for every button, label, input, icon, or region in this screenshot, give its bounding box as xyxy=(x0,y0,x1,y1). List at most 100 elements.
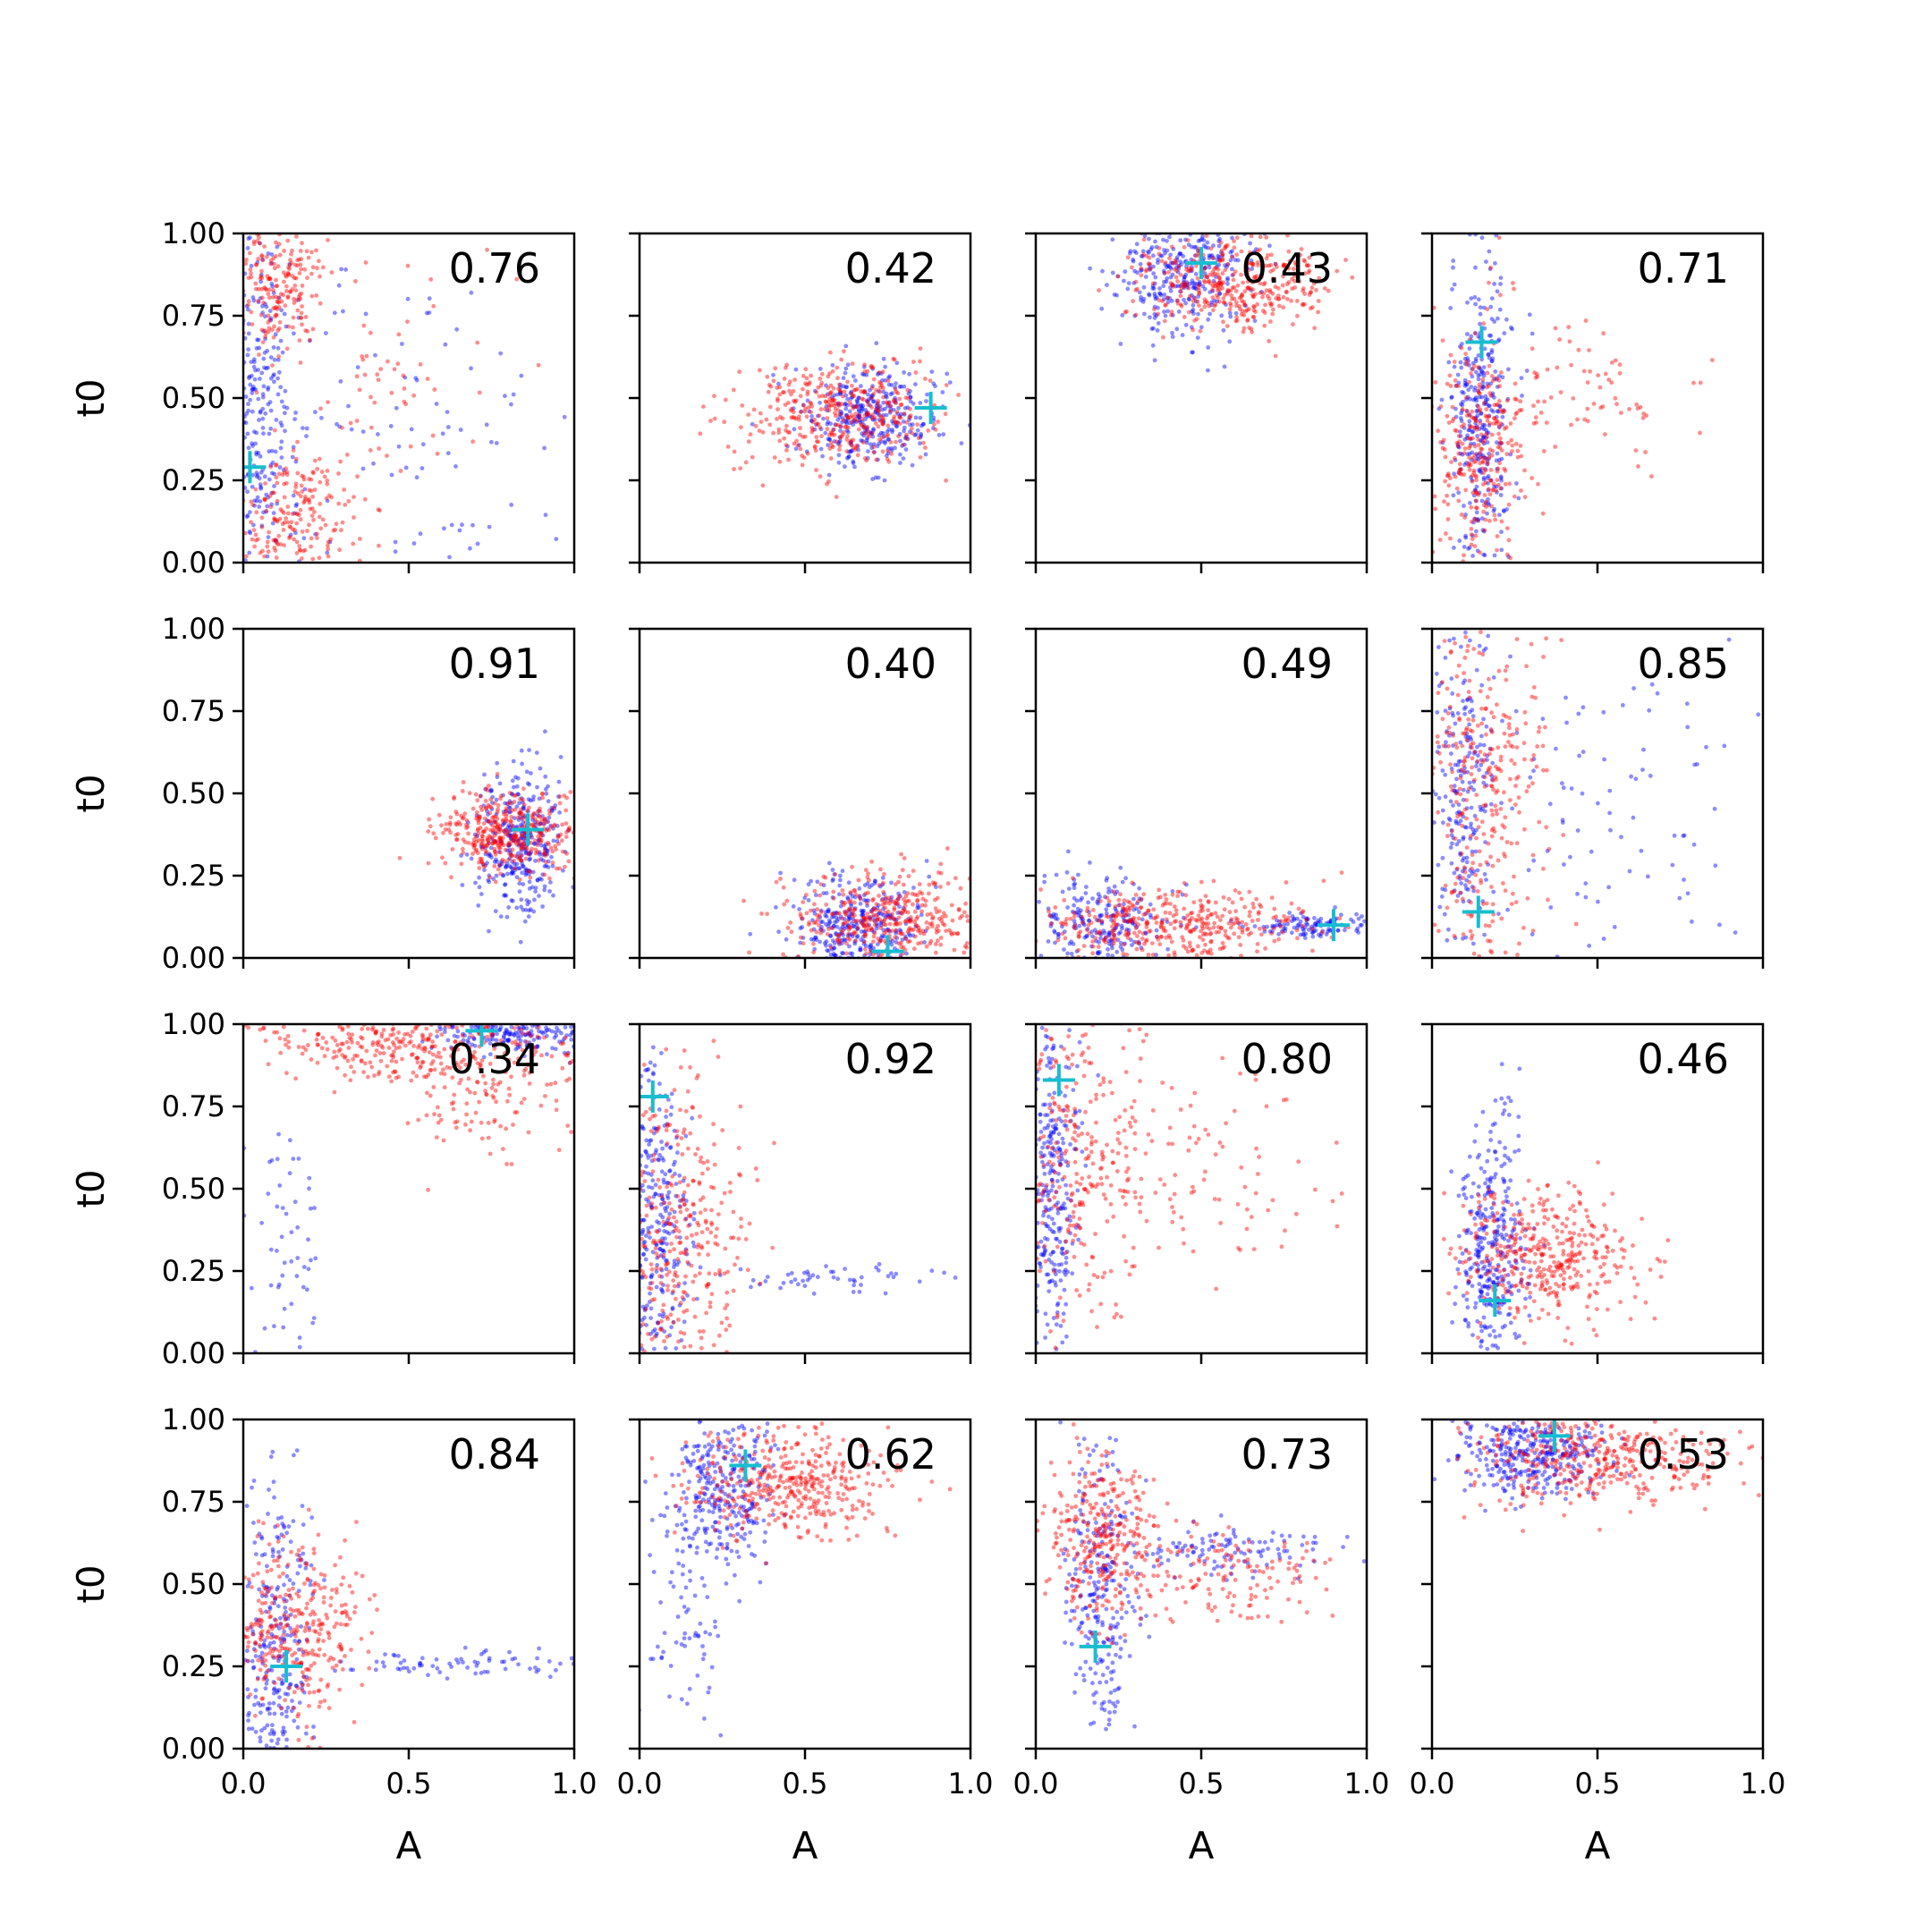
blue-sample-point xyxy=(857,418,862,423)
blue-sample-point xyxy=(851,924,856,928)
blue-sample-point xyxy=(555,824,560,828)
red-sample-point xyxy=(1113,904,1118,909)
red-sample-point xyxy=(1222,945,1226,950)
blue-sample-point xyxy=(245,489,250,495)
red-sample-point xyxy=(1140,931,1146,936)
red-sample-point xyxy=(542,852,547,856)
red-sample-point xyxy=(1276,297,1281,301)
red-sample-point xyxy=(811,941,816,946)
blue-sample-point xyxy=(852,419,857,423)
blue-sample-point xyxy=(1483,467,1487,471)
red-sample-point xyxy=(845,936,851,941)
red-sample-point xyxy=(493,852,498,857)
red-sample-point xyxy=(270,363,275,368)
blue-sample-point xyxy=(1466,428,1471,433)
blue-sample-point xyxy=(1125,919,1131,924)
red-sample-point xyxy=(294,234,299,239)
red-sample-point xyxy=(806,405,811,410)
red-sample-point xyxy=(884,895,888,900)
blue-sample-point xyxy=(1048,924,1054,928)
blue-sample-point xyxy=(506,834,511,838)
blue-sample-point xyxy=(896,891,901,896)
blue-sample-point xyxy=(846,453,852,459)
blue-sample-point xyxy=(1137,886,1141,891)
blue-sample-point xyxy=(269,470,275,476)
red-sample-point xyxy=(913,370,919,375)
red-sample-point xyxy=(1186,285,1191,291)
red-sample-point xyxy=(936,909,942,913)
red-sample-point xyxy=(1519,408,1524,412)
blue-sample-point xyxy=(1478,366,1482,371)
red-sample-point xyxy=(309,271,314,276)
red-sample-point xyxy=(1182,880,1187,886)
red-sample-point xyxy=(913,934,918,939)
red-sample-point xyxy=(1272,938,1277,944)
red-sample-point xyxy=(1182,315,1187,319)
blue-sample-point xyxy=(869,431,874,436)
red-sample-point xyxy=(1190,267,1194,271)
red-sample-point xyxy=(519,858,524,863)
blue-sample-point xyxy=(325,550,330,555)
red-sample-point xyxy=(1202,304,1208,309)
blue-sample-point xyxy=(918,435,923,440)
red-sample-point xyxy=(1162,318,1167,324)
red-sample-point xyxy=(564,795,570,801)
blue-sample-point xyxy=(537,796,542,801)
red-sample-point xyxy=(1510,449,1514,453)
red-sample-point xyxy=(517,877,522,882)
blue-sample-point xyxy=(826,436,831,442)
blue-sample-point xyxy=(1472,487,1478,493)
red-sample-point xyxy=(1445,471,1451,476)
red-sample-point xyxy=(1186,266,1191,271)
blue-sample-point xyxy=(891,407,896,412)
red-sample-point xyxy=(292,275,297,281)
blue-sample-point xyxy=(533,859,538,863)
red-sample-point xyxy=(284,466,288,471)
red-sample-point xyxy=(395,361,401,367)
red-sample-point xyxy=(1202,297,1208,302)
blue-sample-point xyxy=(521,864,525,869)
blue-sample-point xyxy=(1471,493,1477,498)
red-sample-point xyxy=(1249,226,1253,231)
blue-sample-point xyxy=(838,428,843,433)
red-sample-point xyxy=(1229,917,1234,922)
blue-sample-point xyxy=(1072,921,1078,927)
red-sample-point xyxy=(1255,949,1259,954)
blue-sample-point xyxy=(269,490,275,496)
red-sample-point xyxy=(1207,303,1212,309)
red-sample-point xyxy=(859,389,864,394)
blue-sample-point xyxy=(1122,902,1126,907)
blue-sample-point xyxy=(1088,266,1092,271)
blue-sample-point xyxy=(1136,939,1141,945)
blue-sample-point xyxy=(903,434,909,439)
red-sample-point xyxy=(1445,473,1450,479)
red-sample-point xyxy=(479,808,485,812)
blue-sample-point xyxy=(555,839,560,843)
red-sample-point xyxy=(521,786,526,792)
blue-sample-point xyxy=(843,366,849,371)
blue-sample-point xyxy=(1479,454,1484,460)
blue-sample-point xyxy=(515,792,521,797)
red-sample-point xyxy=(1175,279,1180,284)
blue-sample-point xyxy=(912,433,918,437)
blue-sample-point xyxy=(828,943,833,948)
red-sample-point xyxy=(271,306,276,310)
red-sample-point xyxy=(1498,436,1503,441)
blue-sample-point xyxy=(278,420,284,425)
blue-sample-point xyxy=(1161,284,1166,289)
red-sample-point xyxy=(1311,281,1317,286)
red-sample-point xyxy=(827,446,833,451)
red-sample-point xyxy=(1223,246,1227,250)
blue-sample-point xyxy=(873,475,878,480)
y-tick-label: 0.25 xyxy=(162,463,225,497)
blue-sample-point xyxy=(292,511,297,516)
blue-sample-point xyxy=(1152,358,1157,363)
blue-sample-point xyxy=(877,884,883,889)
red-sample-point xyxy=(262,244,267,249)
blue-sample-point xyxy=(869,394,874,400)
blue-sample-point xyxy=(504,864,509,869)
red-sample-point xyxy=(1487,454,1492,460)
red-sample-point xyxy=(906,939,911,945)
red-sample-point xyxy=(894,410,900,414)
red-sample-point xyxy=(915,914,920,919)
